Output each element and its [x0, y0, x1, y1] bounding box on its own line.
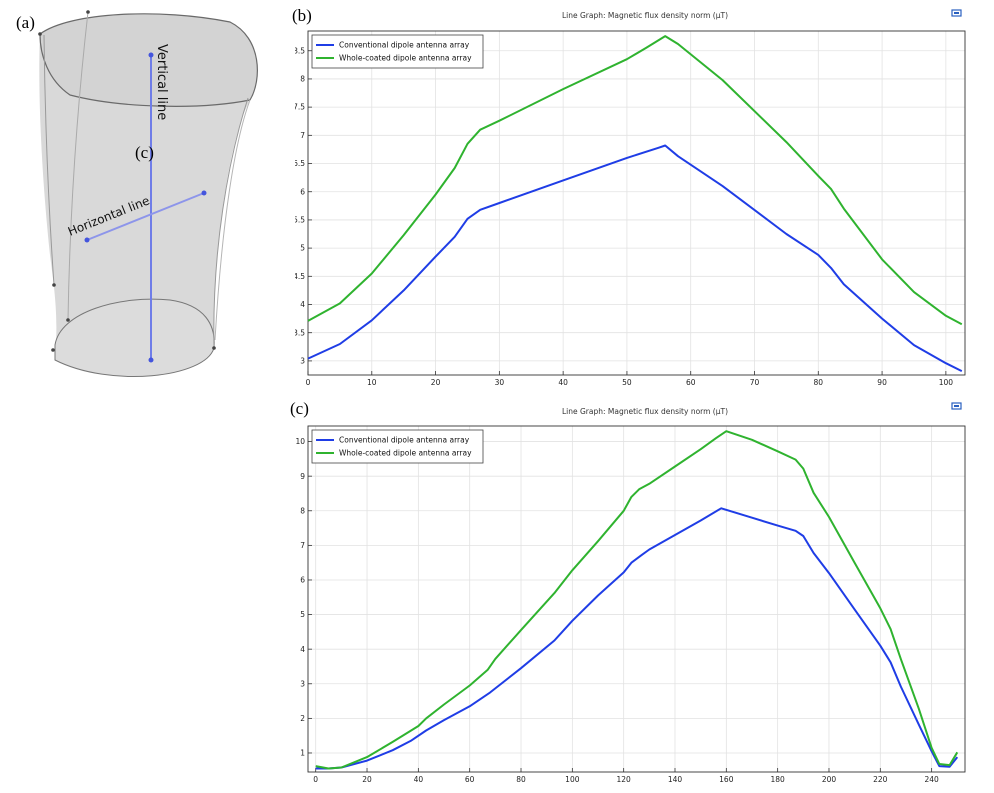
y-tick-label: 6 [300, 187, 305, 196]
x-tick-label: 140 [668, 775, 683, 784]
x-tick-label: 100 [565, 775, 580, 784]
y-tick-label: 5 [300, 610, 305, 619]
plot-background [308, 31, 965, 375]
x-tick-label: 180 [770, 775, 785, 784]
y-tick-label: 2 [300, 714, 305, 723]
chart-title: Line Graph: Magnetic flux density norm (… [562, 11, 728, 20]
edge-line-inner-right [213, 97, 249, 349]
panel-label-b: (b) [292, 6, 312, 25]
x-tick-label: 40 [558, 378, 568, 387]
bottom-ellipse [54, 298, 215, 377]
x-tick-label: 160 [719, 775, 734, 784]
x-tick-label: 120 [617, 775, 632, 784]
y-tick-label: 1 [300, 749, 305, 758]
x-tick-label: 90 [877, 378, 887, 387]
x-tick-label: 240 [924, 775, 939, 784]
series-line-whole-coated [315, 430, 959, 770]
plot-background [308, 426, 965, 772]
y-tick-label: 7.5 [295, 103, 305, 112]
section-marker-c: (c) [135, 143, 154, 162]
x-tick-label: 20 [362, 775, 372, 784]
y-tick-label: 4 [300, 300, 305, 309]
x-tick-label: 220 [873, 775, 888, 784]
chart-title: Line Graph: Magnetic flux density norm (… [562, 407, 728, 416]
x-tick-label: 100 [939, 378, 954, 387]
horizontal-line [86, 192, 205, 241]
x-tick-label: 0 [306, 378, 311, 387]
edge-line-left [43, 34, 55, 286]
x-tick-label: 20 [431, 378, 441, 387]
edge-line-inner-left [67, 11, 89, 321]
panel-label-c: (c) [290, 399, 309, 418]
legend-box [311, 34, 484, 69]
series-line-whole-coated [307, 35, 963, 326]
y-tick-label: 10 [295, 437, 305, 446]
y-tick-label: 4 [300, 645, 305, 654]
legend: Conventional dipole antenna array Whole-c… [311, 34, 484, 69]
x-tick-label: 30 [495, 378, 505, 387]
line-chart-c: Line Graph: Magnetic flux density norm (… [295, 402, 966, 784]
x-tick-label: 40 [414, 775, 424, 784]
geometry-figure: Vertical line Horizontal line (c) [38, 10, 258, 377]
y-tick-label: 4.5 [295, 272, 305, 281]
legend-label: Conventional dipole antenna array [339, 436, 470, 445]
x-tick-label: 0 [313, 775, 318, 784]
edge-line-back [214, 99, 251, 341]
line-chart-b: Line Graph: Magnetic flux density norm (… [295, 9, 966, 387]
series-line-conventional [315, 507, 959, 770]
x-tick-label: 50 [622, 378, 632, 387]
y-tick-label: 8 [300, 75, 305, 84]
x-tick-label: 60 [465, 775, 475, 784]
x-tick-label: 70 [750, 378, 760, 387]
y-tick-label: 7 [300, 541, 305, 550]
y-tick-label: 5 [300, 244, 305, 253]
series-line-conventional [307, 144, 963, 372]
top-rim [39, 13, 258, 107]
y-tick-label: 3 [300, 679, 305, 688]
plot-frame [307, 425, 966, 773]
y-tick-label: 9 [300, 472, 305, 481]
vertical-line-label: Vertical line [154, 44, 169, 120]
x-tick-label: 10 [367, 378, 377, 387]
expand-icon[interactable] [951, 9, 962, 17]
legend-label: Whole-coated dipole antenna array [339, 449, 472, 458]
y-tick-label: 5.5 [295, 216, 305, 225]
y-tick-label: 6.5 [295, 159, 305, 168]
x-tick-label: 200 [822, 775, 837, 784]
y-tick-label: 7 [300, 131, 305, 140]
legend-box [311, 429, 484, 464]
y-tick-label: 3 [300, 357, 305, 366]
y-tick-label: 8.5 [295, 46, 305, 55]
panel-label-a: (a) [16, 13, 35, 32]
x-tick-label: 80 [814, 378, 824, 387]
y-tick-label: 3.5 [295, 328, 305, 337]
x-tick-label: 60 [686, 378, 696, 387]
expand-icon[interactable] [951, 402, 962, 410]
legend-label: Whole-coated dipole antenna array [339, 54, 472, 63]
legend: Conventional dipole antenna array Whole-c… [311, 429, 484, 464]
y-tick-label: 8 [300, 506, 305, 515]
legend-label: Conventional dipole antenna array [339, 41, 470, 50]
y-tick-label: 6 [300, 576, 305, 585]
plot-frame [307, 30, 966, 376]
x-tick-label: 80 [516, 775, 526, 784]
